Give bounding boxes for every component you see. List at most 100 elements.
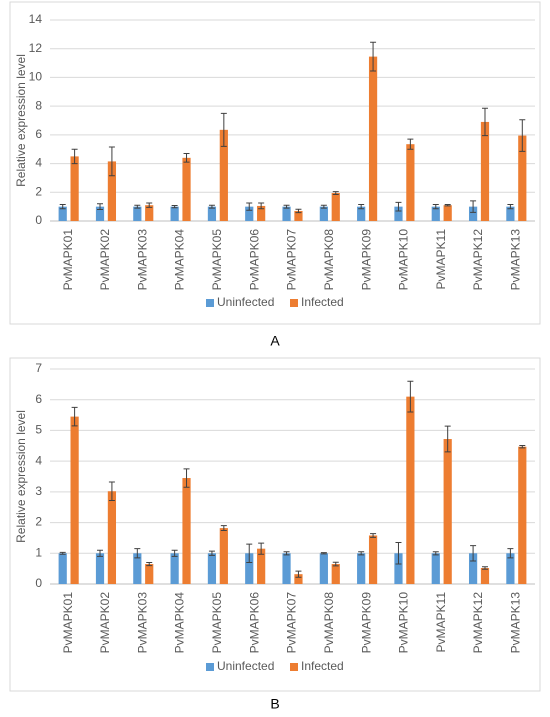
bar <box>368 535 378 584</box>
bar <box>506 553 515 584</box>
x-tick-label: PvMAPK03 <box>135 229 149 291</box>
x-tick-label: PvMAPK05 <box>210 229 224 291</box>
legend-swatch <box>290 299 298 307</box>
bar <box>480 121 490 221</box>
error-bar <box>507 203 514 210</box>
error-bar <box>146 202 153 208</box>
error-bar <box>432 203 439 210</box>
error-bar <box>358 203 365 210</box>
panel-caption: B <box>270 696 279 712</box>
legend-label: Uninfected <box>217 295 274 309</box>
legend-label: Infected <box>301 659 344 673</box>
bar <box>331 564 340 584</box>
y-tick-label: 1 <box>35 545 42 559</box>
error-bar <box>171 549 178 557</box>
error-bar <box>395 201 402 212</box>
error-bar <box>332 561 339 567</box>
error-bar <box>134 204 141 209</box>
bar <box>468 553 478 584</box>
y-tick-label: 0 <box>35 213 42 227</box>
x-tick-label: PvMAPK02 <box>98 592 112 654</box>
bar <box>357 553 366 584</box>
x-tick-label: PvMAPK10 <box>397 229 411 291</box>
x-tick-label: PvMAPK11 <box>434 592 448 653</box>
bar <box>107 161 117 221</box>
bar <box>394 206 403 221</box>
bar <box>443 439 452 584</box>
bar <box>294 574 303 584</box>
bar <box>182 478 191 584</box>
bar <box>58 206 67 221</box>
bar <box>245 206 254 221</box>
bar <box>431 206 440 221</box>
bar <box>319 206 328 221</box>
x-tick-label: PvMAPK13 <box>509 592 523 654</box>
bar <box>406 144 415 221</box>
x-tick-label: PvMAPK12 <box>471 592 485 654</box>
error-bar <box>481 107 488 137</box>
bar <box>443 205 452 221</box>
error-bar <box>519 444 526 449</box>
error-bar <box>481 566 488 570</box>
chart-frame <box>9 1 541 325</box>
x-tick-label: PvMAPK11 <box>434 229 448 290</box>
bar <box>468 206 478 221</box>
bar <box>331 193 340 221</box>
legend-swatch <box>206 299 214 307</box>
bar <box>319 553 328 584</box>
x-tick-label: PvMAPK06 <box>247 592 261 654</box>
error-bar <box>283 204 290 209</box>
bar <box>70 156 79 221</box>
x-tick-label: PvMAPK04 <box>173 592 187 654</box>
bar <box>207 206 217 221</box>
x-tick-label: PvMAPK02 <box>98 229 112 291</box>
error-bar <box>134 548 141 559</box>
bar <box>133 553 142 584</box>
error-bar <box>507 548 514 559</box>
y-tick-label: 2 <box>35 184 42 198</box>
x-tick-label: PvMAPK03 <box>135 592 149 654</box>
bar <box>368 56 378 221</box>
y-tick-label: 6 <box>35 127 42 141</box>
error-bar <box>59 203 66 210</box>
bar <box>170 553 179 584</box>
y-tick-label: 6 <box>35 392 42 406</box>
y-axis-label: Relative expression level <box>14 54 28 187</box>
y-tick-label: 5 <box>35 423 42 437</box>
x-tick-label: PvMAPK13 <box>509 229 523 291</box>
bar <box>518 446 527 584</box>
y-tick-label: 12 <box>29 41 43 55</box>
error-bar <box>320 204 327 209</box>
bar <box>70 416 79 584</box>
y-tick-label: 14 <box>29 12 43 26</box>
x-tick-label: PvMAPK04 <box>173 229 187 291</box>
error-bar <box>332 191 339 195</box>
bar <box>107 491 117 584</box>
error-bar <box>258 542 265 555</box>
error-bar <box>97 549 104 557</box>
bar <box>282 206 291 221</box>
error-bar <box>258 202 265 210</box>
error-bar <box>246 202 253 211</box>
bar <box>518 135 527 221</box>
x-tick-label: PvMAPK05 <box>210 592 224 654</box>
bar <box>506 206 515 221</box>
bar <box>170 206 179 221</box>
error-bar <box>220 525 227 532</box>
x-tick-label: PvMAPK06 <box>247 229 261 291</box>
error-bar <box>432 551 439 556</box>
error-bar <box>183 153 190 163</box>
bar <box>294 210 303 221</box>
error-bar <box>370 41 377 72</box>
error-bar <box>519 119 526 152</box>
bar <box>257 205 266 221</box>
error-bar <box>407 380 414 413</box>
error-bar <box>470 545 477 562</box>
bar <box>245 553 254 584</box>
y-tick-label: 8 <box>35 98 42 112</box>
error-bar <box>295 570 302 578</box>
error-bar <box>470 200 477 213</box>
chart-frame <box>9 357 541 692</box>
x-tick-label: PvMAPK07 <box>285 592 299 654</box>
